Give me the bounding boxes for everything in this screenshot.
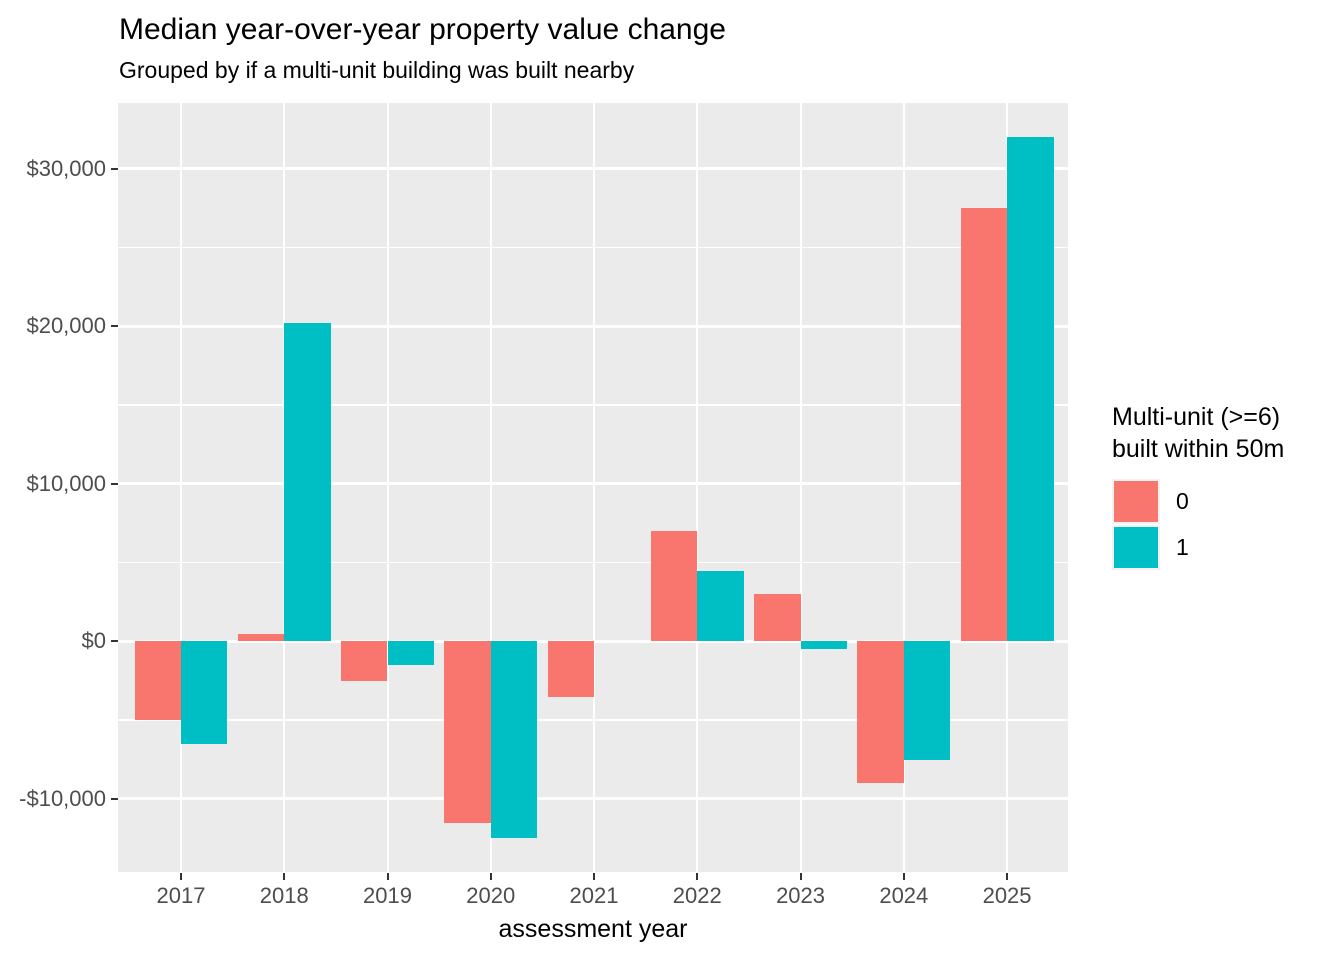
x-tick-mark-2019 [386, 873, 389, 880]
x-tick-label-2023: 2023 [776, 883, 826, 908]
bar-2025-group0 [960, 208, 1008, 642]
gridline-major-y10000 [118, 482, 1068, 486]
x-tick-mark-2021 [593, 873, 596, 880]
x-tick-mark-2017 [179, 873, 182, 880]
gridline-minor-y15000 [118, 404, 1068, 406]
bar-2022-group1 [697, 570, 744, 642]
bar-2025-group1 [1007, 137, 1054, 642]
y-tick-mark--10000 [111, 797, 118, 800]
y-tick-label--10000: -$10,000 [19, 785, 106, 811]
x-tick-label-2024: 2024 [879, 883, 929, 908]
x-tick-mark-2022 [696, 873, 699, 880]
gridline-x-2023 [799, 103, 802, 872]
y-tick-mark-20000 [111, 325, 118, 328]
gridline-x-2017 [179, 103, 182, 872]
legend-key-1 [1112, 525, 1160, 570]
x-tick-mark-2023 [799, 873, 802, 880]
bar-2024-group0 [857, 641, 904, 784]
gridline-x-2020 [489, 103, 492, 872]
bar-2022-group0 [650, 531, 698, 642]
gridline-x-2022 [696, 103, 699, 872]
legend-keys: 0 1 [1112, 479, 1344, 570]
y-tick-mark-10000 [111, 482, 118, 485]
legend-label-group0: 0 [1176, 488, 1189, 514]
bar-2018-group1 [284, 323, 331, 642]
bar-2019-group1 [387, 641, 434, 666]
x-tick-label-2025: 2025 [982, 883, 1032, 908]
plot-panel [118, 103, 1068, 872]
bar-2023-group1 [800, 641, 847, 650]
x-tick-mark-2020 [489, 873, 492, 880]
x-tick-label-2017: 2017 [156, 883, 206, 908]
x-tick-label-2020: 2020 [466, 883, 516, 908]
legend: Multi-unit (>=6) built within 50m 0 1 [1112, 401, 1344, 571]
gridline-major-y20000 [118, 324, 1068, 328]
legend-swatch-group0 [1114, 481, 1158, 522]
x-tick-label-2021: 2021 [569, 883, 619, 908]
gridline-x-2024 [902, 103, 905, 872]
x-tick-mark-2018 [283, 873, 286, 880]
gridline-x-2021 [593, 103, 596, 872]
x-tick-label-2022: 2022 [672, 883, 722, 908]
gridline-major-y30000 [118, 167, 1068, 171]
gridline-minor-y25000 [118, 246, 1068, 249]
x-axis-title: assessment year [498, 915, 688, 943]
legend-label-group1: 1 [1176, 534, 1189, 560]
y-tick-label-0: $0 [81, 628, 106, 654]
x-tick-mark-2025 [1006, 873, 1009, 880]
y-tick-label-30000: $30,000 [26, 155, 106, 181]
bar-2018-group0 [237, 633, 285, 642]
bar-2024-group1 [903, 641, 951, 760]
gridline-minor-y-5000 [118, 719, 1068, 721]
chart-subtitle: Grouped by if a multi-unit building was … [119, 57, 635, 83]
x-tick-label-2018: 2018 [259, 883, 309, 908]
legend-title-line2: built within 50m [1112, 435, 1285, 463]
bar-2023-group0 [754, 594, 801, 642]
y-tick-mark-30000 [111, 167, 118, 170]
x-tick-label-2019: 2019 [363, 883, 412, 908]
x-tick-mark-2024 [902, 873, 905, 880]
chart-title: Median year-over-year property value cha… [119, 13, 726, 46]
y-tick-mark-0 [111, 640, 118, 643]
gridline-minor-y5000 [118, 561, 1068, 564]
legend-item-1: 1 [1112, 525, 1344, 570]
legend-key-0 [1112, 479, 1160, 524]
y-tick-label-20000: $20,000 [26, 313, 106, 339]
bar-2020-group1 [490, 641, 538, 839]
bar-2019-group0 [341, 641, 388, 681]
bar-2017-group0 [134, 641, 181, 721]
bar-2021-group0 [547, 641, 595, 697]
legend-title-line1: Multi-unit (>=6) [1112, 403, 1281, 431]
gridline-major-y-10000 [118, 797, 1068, 801]
bar-2017-group1 [180, 641, 228, 744]
gridline-x-2019 [386, 103, 389, 872]
legend-item-0: 0 [1112, 479, 1344, 524]
y-tick-label-10000: $10,000 [26, 470, 106, 496]
legend-swatch-group1 [1114, 527, 1158, 568]
bar-2020-group0 [444, 641, 491, 823]
